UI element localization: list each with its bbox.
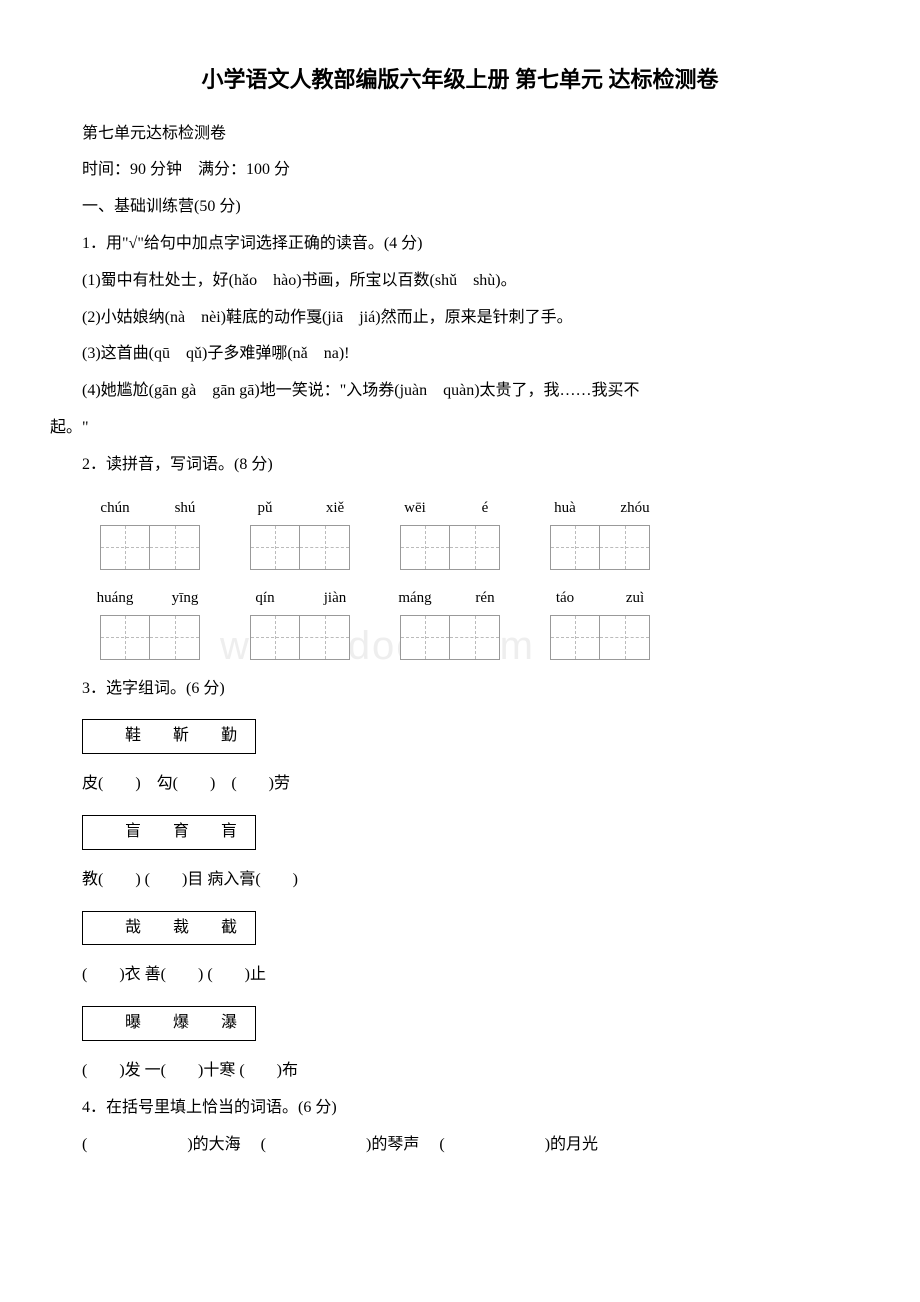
label: 的月光	[550, 1136, 598, 1153]
q1-item2: (2)小姑娘纳(nà nèi)鞋底的动作戛(jiā jiá)然而止，原来是针刺了…	[50, 304, 870, 333]
pinyin-group: chún shú	[90, 495, 210, 570]
q2-row1: chún shú pǔ xiě wēi é huà zhóu	[90, 495, 870, 570]
q3-prompt: 3．选字组词。(6 分)	[50, 675, 870, 704]
q3-fill3: ( )衣 善( ) ( )止	[50, 961, 870, 990]
char-box[interactable]	[600, 525, 650, 570]
option-box: 盲 育 肓	[82, 815, 256, 850]
pinyin: máng	[390, 585, 440, 612]
section1: 一、基础训练营(50 分)	[50, 193, 870, 222]
char-box[interactable]	[600, 615, 650, 660]
q1-item3: (3)这首曲(qū qǔ)子多难弹哪(nǎ na)!	[50, 340, 870, 369]
pinyin: é	[460, 495, 510, 522]
q4-prompt: 4．在括号里填上恰当的词语。(6 分)	[50, 1094, 870, 1123]
q1-prompt: 1．用"√"给句中加点字词选择正确的读音。(4 分)	[50, 230, 870, 259]
q3-fill2: 教( ) ( )目 病入膏( )	[50, 866, 870, 895]
pinyin: zuì	[610, 585, 660, 612]
pinyin: xiě	[310, 495, 360, 522]
char-box[interactable]	[400, 615, 450, 660]
char-box[interactable]	[550, 525, 600, 570]
pinyin-group: qín jiàn	[240, 585, 360, 660]
q3-fill4: ( )发 一( )十寒 ( )布	[50, 1057, 870, 1086]
option-box: 鞋 靳 勤	[82, 719, 256, 754]
pinyin-group: huà zhóu	[540, 495, 660, 570]
pinyin-group: táo zuì	[540, 585, 660, 660]
pinyin: chún	[90, 495, 140, 522]
option-box: 曝 爆 瀑	[82, 1006, 256, 1041]
char-box[interactable]	[100, 525, 150, 570]
page-title: 小学语文人教部编版六年级上册 第七单元 达标检测卷	[50, 60, 870, 100]
pinyin-group: huáng yīng	[90, 585, 210, 660]
q2-prompt: 2．读拼音，写词语。(8 分)	[50, 451, 870, 480]
q3-fill1: 皮( ) 勾( ) ( )劳	[50, 770, 870, 799]
q1-item4-part1: (4)她尴尬(gān gà gān gā)地一笑说："入场券(juàn quàn…	[50, 377, 870, 406]
label: 的琴声	[371, 1136, 419, 1153]
q1-item4-part2: 起。"	[50, 414, 870, 443]
option-box: 哉 裁 截	[82, 911, 256, 946]
pinyin-group: pǔ xiě	[240, 495, 360, 570]
char-box[interactable]	[250, 525, 300, 570]
pinyin: wēi	[390, 495, 440, 522]
q4-line1: ()的大海 ()的琴声 ()的月光	[50, 1131, 870, 1160]
pinyin: yīng	[160, 585, 210, 612]
char-box[interactable]	[300, 615, 350, 660]
pinyin: pǔ	[240, 495, 290, 522]
q1-item1: (1)蜀中有杜处士，好(hǎo hào)书画，所宝以百数(shǔ shù)。	[50, 267, 870, 296]
subtitle: 第七单元达标检测卷	[50, 120, 870, 149]
pinyin: zhóu	[610, 495, 660, 522]
char-box[interactable]	[550, 615, 600, 660]
pinyin: táo	[540, 585, 590, 612]
char-box[interactable]	[400, 525, 450, 570]
char-box[interactable]	[250, 615, 300, 660]
pinyin: qín	[240, 585, 290, 612]
pinyin: shú	[160, 495, 210, 522]
pinyin-group: máng rén	[390, 585, 510, 660]
pinyin: huáng	[90, 585, 140, 612]
char-box[interactable]	[300, 525, 350, 570]
char-box[interactable]	[450, 615, 500, 660]
time-score: 时间：90 分钟 满分：100 分	[50, 156, 870, 185]
char-box[interactable]	[100, 615, 150, 660]
char-box[interactable]	[150, 525, 200, 570]
pinyin: jiàn	[310, 585, 360, 612]
pinyin: rén	[460, 585, 510, 612]
q2-row2: huáng yīng qín jiàn máng rén táo zuì	[90, 585, 870, 660]
char-box[interactable]	[150, 615, 200, 660]
pinyin-group: wēi é	[390, 495, 510, 570]
char-box[interactable]	[450, 525, 500, 570]
label: 的大海	[193, 1136, 241, 1153]
pinyin: huà	[540, 495, 590, 522]
